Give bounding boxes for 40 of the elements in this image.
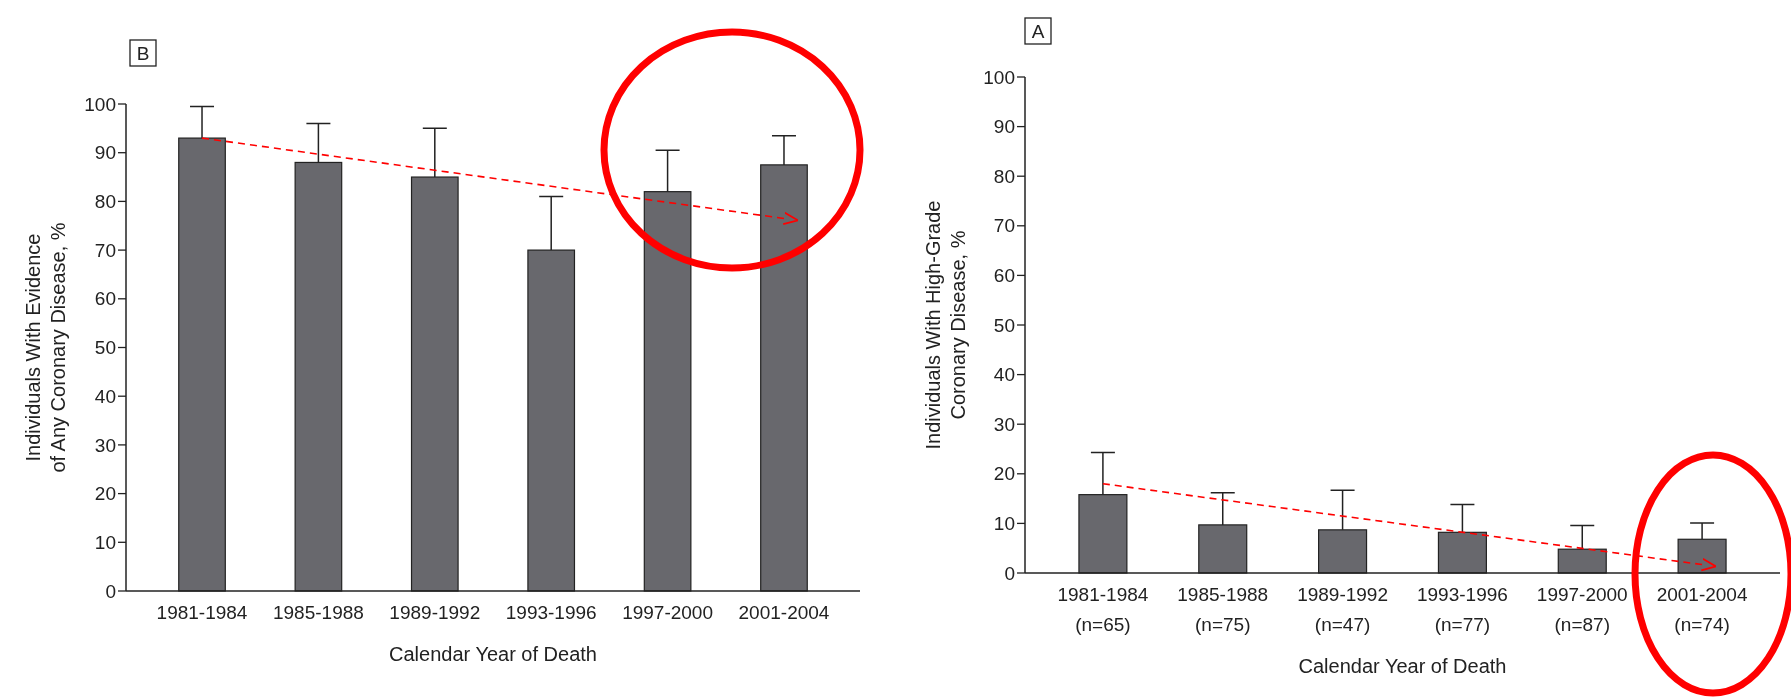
x-tick-label: 1989-1992 — [389, 602, 481, 623]
y-tick-label: 80 — [993, 165, 1015, 187]
y-tick-label: 30 — [94, 434, 116, 456]
y-tick-label: 60 — [993, 265, 1015, 287]
x-tick-label: 1997-2000 (n=87) — [1536, 584, 1628, 635]
y-tick-label: 50 — [94, 337, 116, 359]
x-tick-label: 1985-1988 (n=75) — [1177, 584, 1269, 635]
x-tick-label: 2001-2004 — [738, 602, 830, 623]
x-tick-label: 1989-1992 (n=47) — [1297, 584, 1389, 635]
x-tick-label: 2001-2004 (n=74) — [1656, 584, 1748, 635]
y-tick-label: 20 — [94, 483, 116, 505]
y-axis-title: Individuals With Evidence of Any Coronary Disease, % — [22, 222, 69, 473]
y-tick-label: 10 — [993, 513, 1015, 535]
y-tick-label: 70 — [94, 239, 116, 261]
y-tick-label: 10 — [94, 531, 116, 553]
x-axis-title: Calendar Year of Death — [1298, 655, 1507, 677]
x-tick-label: 1981-1984 — [156, 602, 248, 623]
y-tick-label: 0 — [105, 580, 116, 602]
x-axis-title: Calendar Year of Death — [389, 643, 597, 665]
y-axis-title: Individuals With High-Grade Coronary Disease, % — [922, 200, 969, 450]
x-tick-label: 1981-1984 (n=65) — [1057, 584, 1149, 635]
chart-title: A — [1031, 21, 1045, 42]
x-tick-label: 1993-1996 (n=77) — [1416, 584, 1508, 635]
chart-title: B — [136, 43, 150, 64]
y-tick-label: 80 — [94, 191, 116, 213]
x-tick-label: 1993-1996 — [505, 602, 597, 623]
y-tick-label: 40 — [94, 385, 116, 407]
y-tick-label: 90 — [94, 142, 116, 164]
y-tick-label: 100 — [983, 66, 1015, 88]
y-tick-label: 30 — [993, 413, 1015, 435]
y-tick-label: 60 — [94, 288, 116, 310]
y-tick-label: 0 — [1004, 562, 1015, 584]
y-tick-label: 70 — [993, 215, 1015, 237]
y-tick-label: 50 — [993, 314, 1015, 336]
x-tick-label: 1985-1988 — [272, 602, 364, 623]
y-tick-label: 90 — [993, 116, 1015, 138]
y-tick-label: 100 — [84, 93, 116, 115]
y-tick-label: 20 — [993, 463, 1015, 485]
y-tick-label: 40 — [993, 364, 1015, 386]
x-tick-label: 1997-2000 — [622, 602, 714, 623]
